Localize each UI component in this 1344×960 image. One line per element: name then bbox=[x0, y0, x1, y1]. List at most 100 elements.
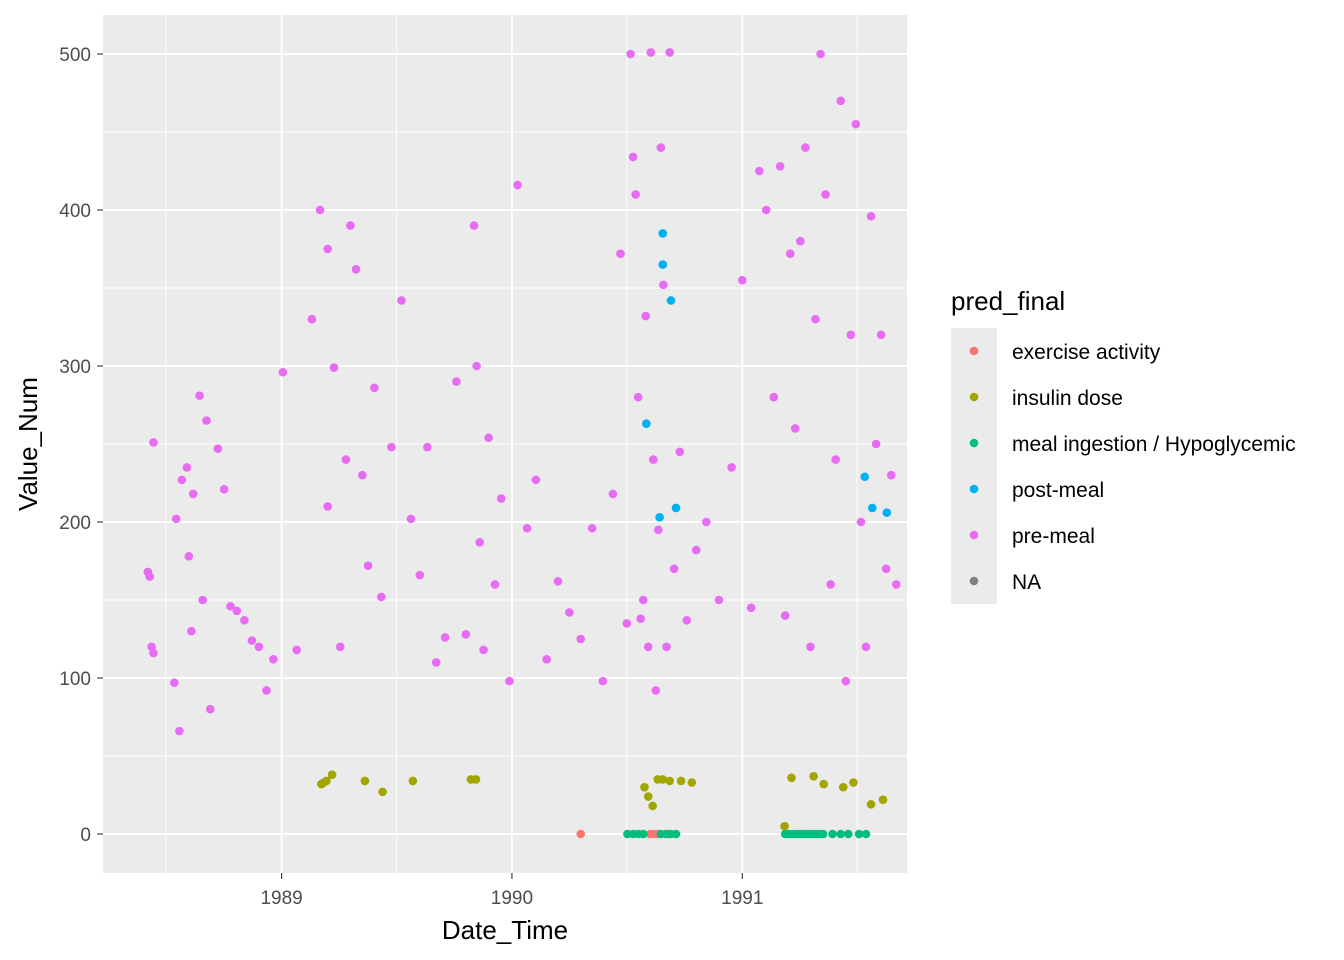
data-point bbox=[387, 442, 396, 452]
data-point bbox=[775, 162, 785, 171]
data-point bbox=[801, 143, 810, 152]
data-point bbox=[213, 444, 223, 453]
data-point bbox=[826, 580, 835, 589]
data-point bbox=[662, 642, 671, 652]
data-point bbox=[787, 773, 796, 783]
data-point bbox=[669, 564, 679, 574]
data-point bbox=[358, 470, 367, 480]
data-point bbox=[796, 236, 805, 246]
data-point bbox=[640, 782, 649, 792]
data-point bbox=[341, 455, 351, 464]
data-point bbox=[656, 143, 666, 152]
legend-label: NA bbox=[1012, 571, 1041, 594]
data-point bbox=[641, 311, 651, 321]
legend: pred_final exercise activity insulin dose… bbox=[951, 286, 1296, 604]
data-point bbox=[254, 642, 264, 652]
data-point bbox=[816, 49, 825, 59]
data-point bbox=[292, 645, 302, 655]
data-point bbox=[714, 595, 724, 605]
data-point bbox=[846, 330, 856, 340]
data-point bbox=[648, 801, 657, 811]
data-point bbox=[658, 260, 668, 269]
data-point bbox=[819, 779, 828, 789]
data-point bbox=[415, 570, 425, 580]
data-point bbox=[851, 119, 861, 129]
legend-key bbox=[969, 530, 979, 540]
data-point bbox=[658, 229, 668, 238]
data-point bbox=[821, 190, 830, 199]
data-point bbox=[841, 676, 851, 686]
data-point bbox=[655, 513, 664, 522]
data-point bbox=[377, 592, 386, 602]
data-point bbox=[576, 829, 586, 839]
data-point bbox=[198, 595, 208, 605]
data-point bbox=[622, 619, 632, 628]
data-point bbox=[542, 654, 551, 664]
data-point bbox=[649, 455, 658, 464]
data-point bbox=[861, 642, 871, 652]
data-point bbox=[876, 330, 886, 340]
data-point bbox=[671, 829, 681, 839]
data-point bbox=[307, 314, 317, 324]
data-point bbox=[327, 770, 337, 780]
data-point bbox=[149, 438, 158, 447]
legend-key bbox=[969, 346, 979, 356]
data-point bbox=[866, 211, 876, 221]
data-point bbox=[408, 776, 418, 786]
data-point bbox=[322, 776, 331, 786]
data-point bbox=[818, 829, 828, 839]
data-point bbox=[628, 152, 638, 162]
data-point bbox=[587, 523, 597, 533]
data-point bbox=[472, 361, 481, 371]
grid-major bbox=[103, 15, 907, 873]
data-point bbox=[479, 645, 488, 655]
legend-key bbox=[969, 576, 979, 586]
data-point bbox=[576, 634, 586, 644]
legend-label: insulin dose bbox=[1012, 387, 1123, 410]
data-point bbox=[484, 433, 493, 443]
data-point bbox=[878, 795, 888, 804]
data-point bbox=[665, 776, 675, 786]
data-point bbox=[195, 391, 204, 400]
data-point bbox=[642, 419, 651, 429]
legend-label: post-meal bbox=[1012, 479, 1104, 502]
data-point bbox=[651, 686, 661, 695]
data-point bbox=[170, 678, 179, 687]
data-point bbox=[886, 470, 896, 480]
data-point bbox=[145, 572, 155, 581]
data-point bbox=[626, 49, 635, 59]
data-point bbox=[513, 180, 522, 190]
data-point bbox=[475, 537, 485, 547]
y-tick-label: 500 bbox=[59, 45, 91, 66]
data-point bbox=[219, 484, 229, 494]
legend-key bbox=[969, 392, 979, 402]
data-point bbox=[682, 615, 692, 625]
data-point bbox=[691, 545, 701, 555]
data-point bbox=[659, 280, 668, 290]
data-point bbox=[262, 686, 271, 695]
data-point bbox=[854, 829, 864, 839]
legend-entries: exercise activity insulin dose meal ingest… bbox=[951, 328, 1296, 604]
legend-label: meal ingestion / Hypoglycemic bbox=[1012, 433, 1296, 456]
data-point bbox=[461, 630, 471, 639]
data-point bbox=[643, 792, 653, 801]
data-point bbox=[831, 455, 840, 464]
legend-key bbox=[969, 484, 979, 494]
data-point bbox=[785, 249, 795, 258]
data-point bbox=[608, 489, 618, 499]
data-point bbox=[849, 778, 858, 787]
data-point bbox=[755, 166, 764, 176]
y-tick-label: 400 bbox=[59, 201, 91, 222]
data-point bbox=[769, 392, 779, 402]
data-point bbox=[871, 439, 881, 449]
data-point bbox=[187, 626, 196, 636]
data-point bbox=[811, 314, 820, 324]
data-point bbox=[496, 494, 506, 503]
data-point bbox=[646, 48, 656, 57]
data-point bbox=[636, 614, 645, 624]
data-point bbox=[702, 517, 711, 527]
data-point bbox=[836, 96, 846, 106]
data-point bbox=[676, 776, 686, 786]
data-point bbox=[638, 595, 648, 605]
